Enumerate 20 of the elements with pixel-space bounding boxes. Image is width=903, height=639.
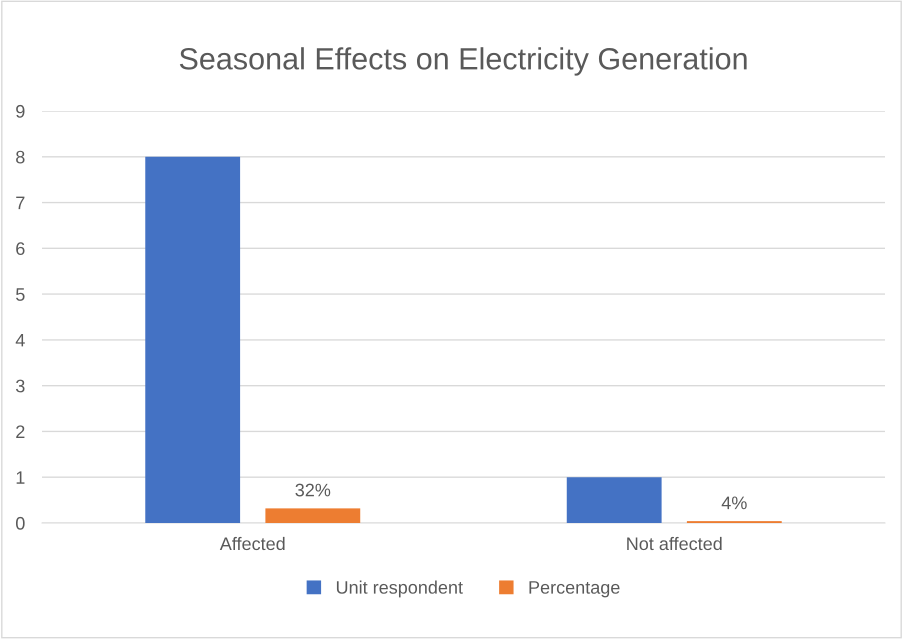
y-tick-label: 1 (16, 471, 24, 484)
y-tick-label: 4 (16, 334, 25, 346)
y-tick-label: 0 (16, 516, 25, 530)
y-tick-label: 2 (16, 425, 24, 438)
legend-label: Unit respondent (336, 580, 463, 598)
y-tick-label: 9 (16, 104, 24, 118)
data-label: 4% (722, 496, 747, 510)
bar (145, 156, 240, 523)
bar (566, 477, 662, 523)
chart-title: Seasonal Effects on Electricity Generation (180, 47, 747, 76)
y-tick-label: 7 (16, 196, 24, 210)
x-tick-label: Not affected (627, 536, 722, 550)
x-tick-label: Affected (220, 536, 285, 550)
bar (265, 508, 360, 523)
data-label: 32% (295, 484, 330, 496)
legend-label: Percentage (529, 581, 620, 598)
y-tick-label: 5 (16, 288, 25, 301)
y-tick-label: 3 (16, 380, 25, 392)
y-tick-label: 6 (16, 242, 25, 256)
y-tick-label: 8 (16, 150, 25, 164)
